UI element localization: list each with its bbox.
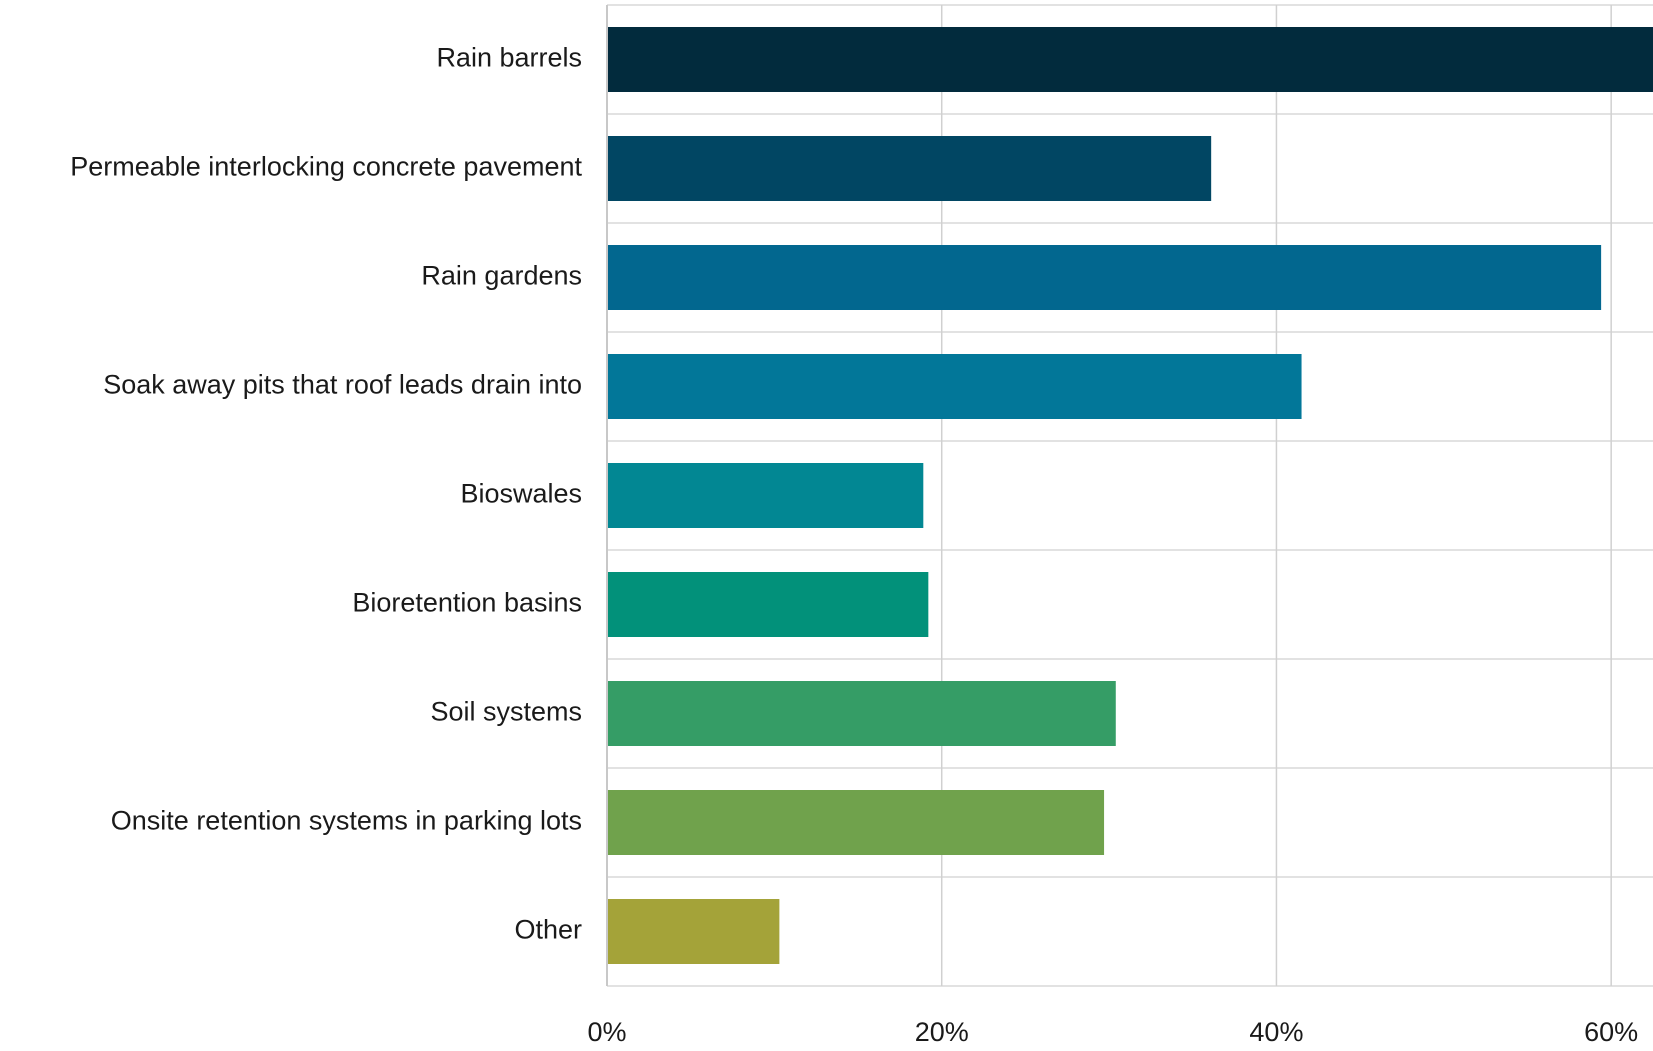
category-label: Rain gardens bbox=[421, 261, 582, 291]
category-label: Bioretention basins bbox=[352, 588, 582, 618]
category-label: Permeable interlocking concrete pavement bbox=[70, 152, 582, 182]
category-label: Soil systems bbox=[430, 697, 582, 727]
x-tick-label: 40% bbox=[1249, 1017, 1303, 1046]
x-tick-label: 20% bbox=[915, 1017, 969, 1046]
bar bbox=[608, 790, 1105, 855]
bar bbox=[608, 245, 1602, 310]
bar bbox=[608, 463, 924, 528]
category-label-layer: Rain barrels Permeable interlocking concr… bbox=[70, 43, 582, 945]
bar bbox=[608, 136, 1212, 201]
bar-layer bbox=[608, 27, 1653, 964]
category-label: Bioswales bbox=[460, 479, 582, 509]
bar bbox=[608, 27, 1653, 92]
bar bbox=[608, 899, 780, 964]
bar bbox=[608, 354, 1302, 419]
x-tick-label: 60% bbox=[1584, 1017, 1638, 1046]
bar bbox=[608, 572, 929, 637]
category-label: Onsite retention systems in parking lots bbox=[111, 806, 582, 836]
x-axis-tick-layer: 0% 20% 40% 60% bbox=[587, 1017, 1638, 1047]
category-label: Other bbox=[514, 915, 582, 945]
category-label: Soak away pits that roof leads drain int… bbox=[103, 370, 582, 400]
bar bbox=[608, 681, 1116, 746]
category-label: Rain barrels bbox=[436, 43, 582, 73]
x-tick-label: 0% bbox=[587, 1017, 626, 1046]
